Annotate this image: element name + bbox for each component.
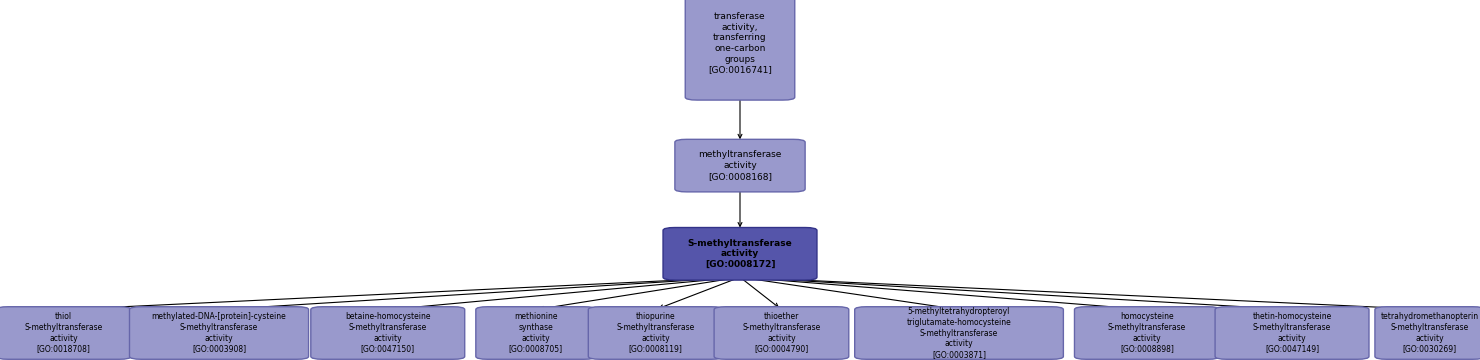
FancyBboxPatch shape <box>1215 307 1369 359</box>
FancyBboxPatch shape <box>685 0 795 100</box>
FancyBboxPatch shape <box>715 307 850 359</box>
Text: S-methyltransferase
activity
[GO:0008172]: S-methyltransferase activity [GO:0008172… <box>688 239 792 269</box>
Text: thiopurine
S-methyltransferase
activity
[GO:0008119]: thiopurine S-methyltransferase activity … <box>617 312 694 354</box>
FancyBboxPatch shape <box>311 307 465 359</box>
Text: 5-methyltetrahydropteroyl
triglutamate-homocysteine
S-methyltransferase
activity: 5-methyltetrahydropteroyl triglutamate-h… <box>907 307 1011 359</box>
Text: methyltransferase
activity
[GO:0008168]: methyltransferase activity [GO:0008168] <box>699 150 781 181</box>
Text: methionine
synthase
activity
[GO:0008705]: methionine synthase activity [GO:0008705… <box>509 312 562 354</box>
FancyBboxPatch shape <box>477 307 596 359</box>
Text: thioether
S-methyltransferase
activity
[GO:0004790]: thioether S-methyltransferase activity [… <box>743 312 820 354</box>
FancyBboxPatch shape <box>855 307 1064 359</box>
Text: methylated-DNA-[protein]-cysteine
S-methyltransferase
activity
[GO:0003908]: methylated-DNA-[protein]-cysteine S-meth… <box>151 312 287 354</box>
FancyBboxPatch shape <box>589 307 724 359</box>
FancyBboxPatch shape <box>130 307 308 359</box>
Text: thiol
S-methyltransferase
activity
[GO:0018708]: thiol S-methyltransferase activity [GO:0… <box>25 312 102 354</box>
FancyBboxPatch shape <box>0 307 130 359</box>
FancyBboxPatch shape <box>1074 307 1220 359</box>
Text: transferase
activity,
transferring
one-carbon
groups
[GO:0016741]: transferase activity, transferring one-c… <box>707 12 773 75</box>
Text: tetrahydromethanopterin
S-methyltransferase
activity
[GO:0030269]: tetrahydromethanopterin S-methyltransfer… <box>1381 312 1479 354</box>
Text: betaine-homocysteine
S-methyltransferase
activity
[GO:0047150]: betaine-homocysteine S-methyltransferase… <box>345 312 431 354</box>
FancyBboxPatch shape <box>675 139 805 192</box>
Text: homocysteine
S-methyltransferase
activity
[GO:0008898]: homocysteine S-methyltransferase activit… <box>1109 312 1185 354</box>
FancyBboxPatch shape <box>663 228 817 280</box>
Text: thetin-homocysteine
S-methyltransferase
activity
[GO:0047149]: thetin-homocysteine S-methyltransferase … <box>1252 312 1332 354</box>
FancyBboxPatch shape <box>1375 307 1480 359</box>
